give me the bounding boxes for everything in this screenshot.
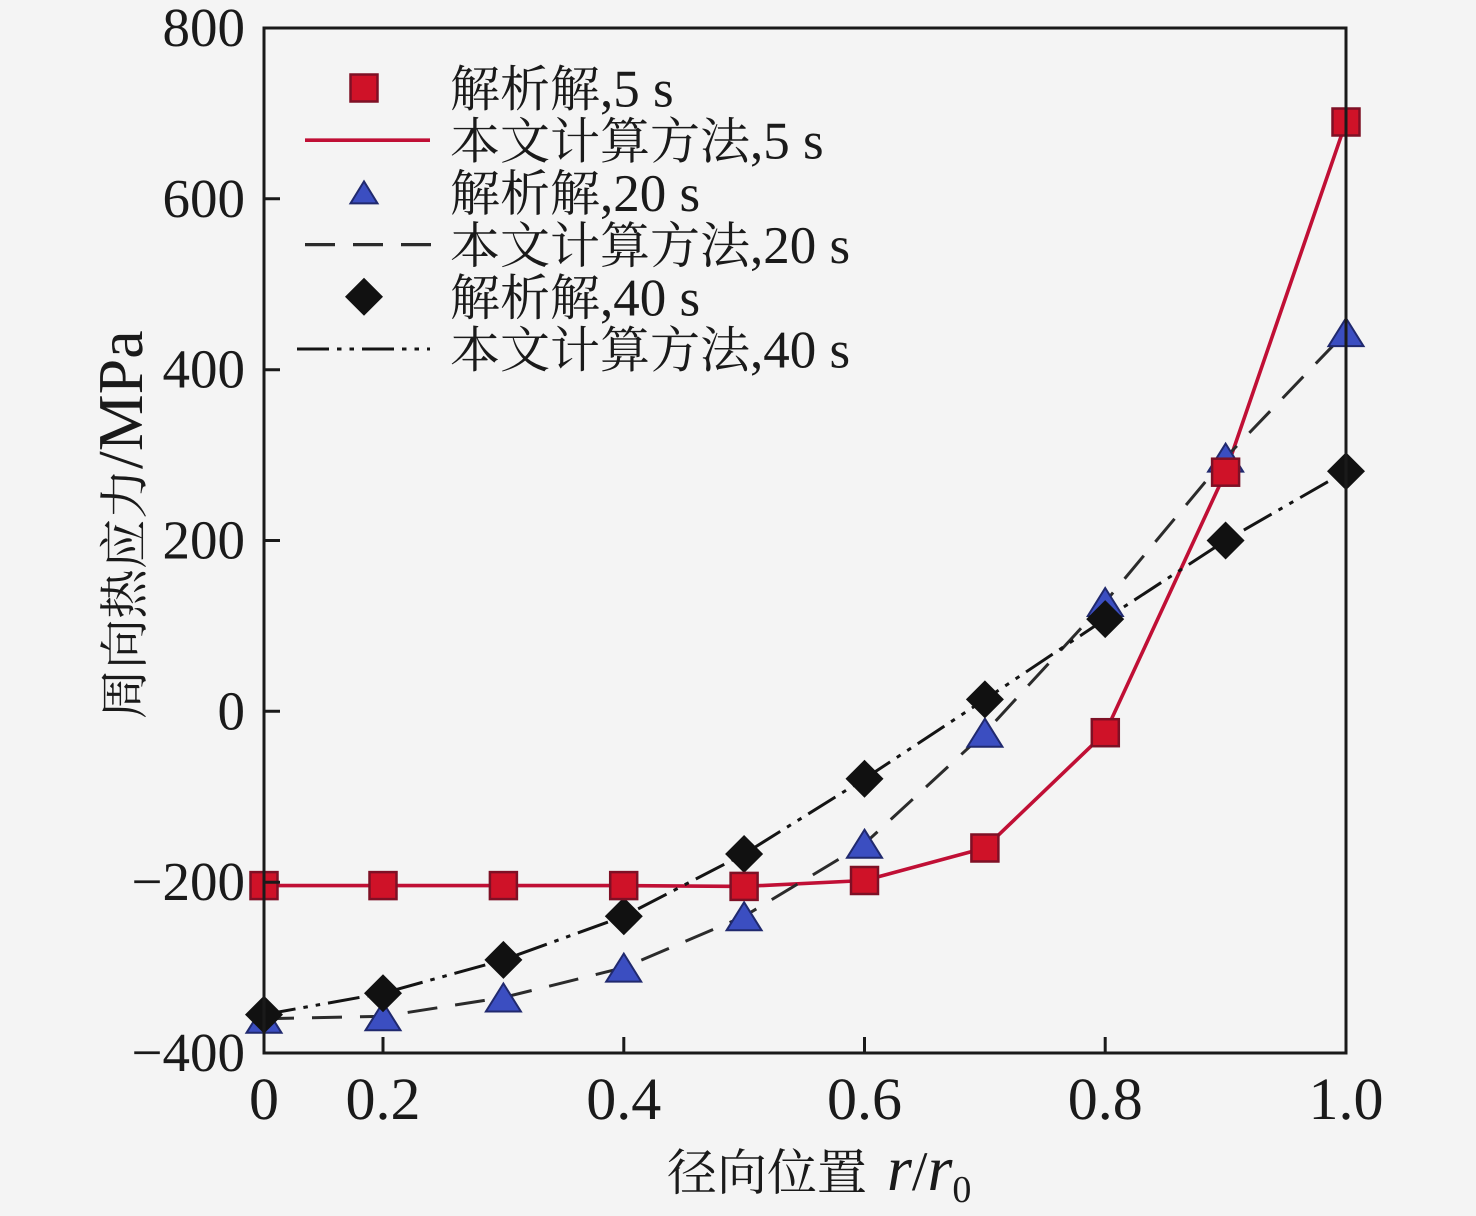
svg-text:0: 0 bbox=[249, 1066, 279, 1132]
svg-text:200: 200 bbox=[163, 510, 246, 571]
svg-text:−400: −400 bbox=[131, 1022, 245, 1083]
svg-text:800: 800 bbox=[163, 0, 246, 58]
svg-text:600: 600 bbox=[163, 168, 246, 229]
svg-text:,5 s: ,5 s bbox=[750, 113, 824, 171]
svg-text:0.6: 0.6 bbox=[827, 1066, 902, 1132]
svg-text:,20 s: ,20 s bbox=[750, 217, 850, 275]
svg-text:400: 400 bbox=[163, 339, 246, 400]
svg-text:r/r0: r/r0 bbox=[887, 1133, 971, 1211]
svg-text:0: 0 bbox=[218, 680, 246, 741]
svg-text:1.0: 1.0 bbox=[1309, 1066, 1384, 1132]
svg-text:0.2: 0.2 bbox=[346, 1066, 421, 1132]
svg-text:,40 s: ,40 s bbox=[600, 269, 700, 327]
svg-text:/MPa: /MPa bbox=[85, 330, 156, 469]
svg-text:0.8: 0.8 bbox=[1068, 1066, 1143, 1132]
svg-text:,40 s: ,40 s bbox=[750, 322, 850, 380]
svg-text:,20 s: ,20 s bbox=[600, 165, 700, 223]
svg-text:,5 s: ,5 s bbox=[600, 61, 674, 119]
svg-text:0.4: 0.4 bbox=[586, 1066, 661, 1132]
svg-text:−200: −200 bbox=[131, 851, 245, 912]
